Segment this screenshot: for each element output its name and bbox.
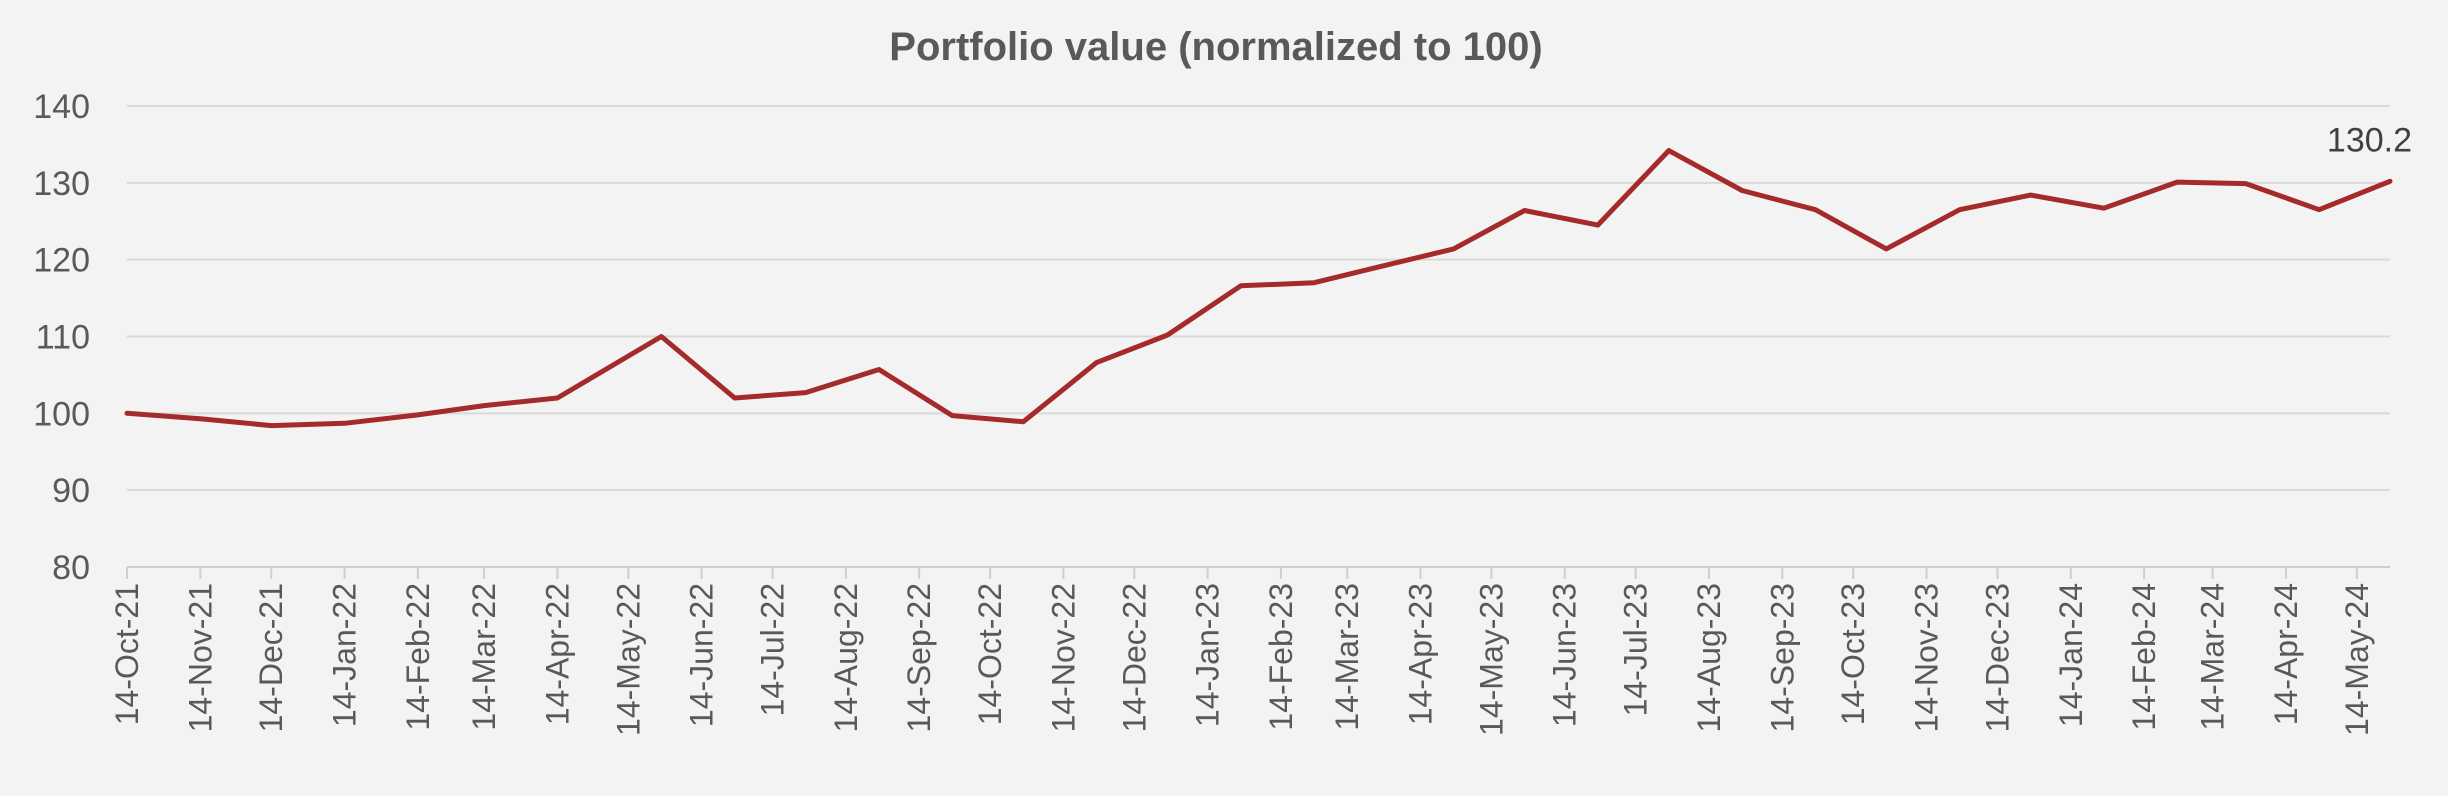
x-tick-label: 14-Jul-22 xyxy=(755,583,791,716)
x-tick-label: 14-Dec-22 xyxy=(1116,583,1152,732)
x-tick-label: 14-Mar-24 xyxy=(2195,583,2231,731)
x-tick-label: 14-Feb-22 xyxy=(400,583,436,731)
x-tick-label: 14-Apr-22 xyxy=(539,583,575,725)
y-tick-label: 110 xyxy=(36,319,90,357)
x-tick-label: 14-Dec-23 xyxy=(1979,583,2015,732)
x-tick-label: 14-Jan-22 xyxy=(327,583,363,727)
y-tick-label: 140 xyxy=(33,88,90,126)
x-tick-label: 14-Jan-23 xyxy=(1190,583,1226,727)
x-tick-label: 14-Apr-24 xyxy=(2268,583,2304,725)
x-tick-label: 14-Oct-22 xyxy=(972,583,1008,725)
y-tick-label: 80 xyxy=(52,549,90,587)
x-axis: 14-Oct-21 14-Nov-21 14-Dec-21 14-Jan-22 14-F… xyxy=(109,567,2375,736)
x-tick-label: 14-Sep-23 xyxy=(1764,583,1800,732)
gridlines xyxy=(127,105,2390,568)
x-tick-label: 14-Aug-22 xyxy=(828,583,864,732)
x-tick-label: 14-May-23 xyxy=(1473,583,1509,736)
y-tick-label: 90 xyxy=(52,472,90,510)
y-tick-label: 130 xyxy=(33,165,90,203)
x-tick-label: 14-Jun-23 xyxy=(1547,583,1583,727)
x-tick-label: 14-Sep-22 xyxy=(901,583,937,732)
x-tick-label: 14-Jan-24 xyxy=(2053,583,2089,727)
x-tick-label: 14-Oct-23 xyxy=(1835,583,1871,725)
x-tick-label: 14-Nov-22 xyxy=(1045,583,1081,732)
x-tick-label: 14-Mar-22 xyxy=(466,583,502,731)
x-tick-label: 14-Dec-21 xyxy=(253,583,289,732)
x-tick-label: 14-Feb-23 xyxy=(1263,583,1299,731)
x-tick-label: 14-Aug-23 xyxy=(1691,583,1727,732)
chart-title: Portfolio value (normalized to 100) xyxy=(889,25,1542,69)
x-tick-label: 14-May-22 xyxy=(610,583,646,736)
x-tick-label: 14-Jun-22 xyxy=(684,583,720,727)
series-layer xyxy=(124,148,2393,429)
x-tick-label: 14-Nov-21 xyxy=(182,583,218,732)
x-tick-label: 14-May-24 xyxy=(2339,583,2375,736)
y-tick-label: 120 xyxy=(33,242,90,280)
x-tick-label: 14-Mar-23 xyxy=(1329,583,1365,731)
data-label: 130.2 xyxy=(2327,121,2412,159)
series-line xyxy=(124,148,2393,429)
y-tick-label: 100 xyxy=(33,395,90,433)
x-tick-label: 14-Apr-23 xyxy=(1402,583,1438,725)
x-tick-label: 14-Oct-21 xyxy=(109,583,145,725)
x-tick-label: 14-Jul-23 xyxy=(1618,583,1654,716)
x-tick-label: 14-Feb-24 xyxy=(2126,583,2162,731)
data-labels: 130.2 xyxy=(2327,121,2412,159)
x-tick-label: 14-Nov-23 xyxy=(1909,583,1945,732)
y-axis: 80 90 100 110 120 130 140 xyxy=(33,88,90,587)
